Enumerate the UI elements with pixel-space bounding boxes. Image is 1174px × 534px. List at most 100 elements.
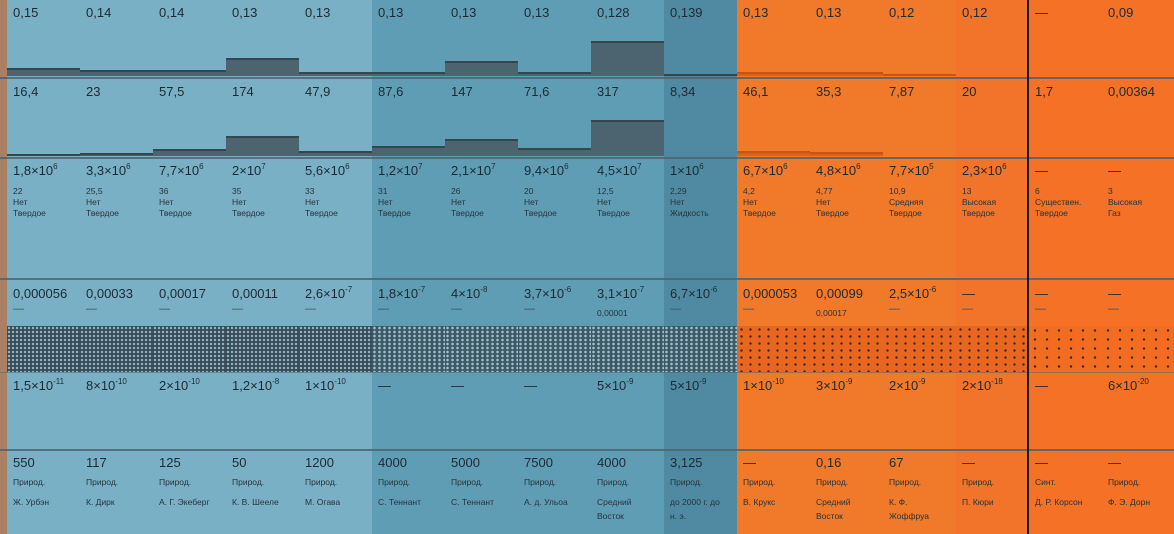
bar-row2 bbox=[299, 150, 372, 156]
row3-value-base: 3,3×10 bbox=[86, 163, 127, 178]
row7-line1-text: Природ. bbox=[451, 477, 484, 487]
row7-line2-text: П. Кюри bbox=[962, 497, 994, 507]
row2-value-text: 23 bbox=[86, 84, 101, 99]
row4-value-base: 0,000053 bbox=[743, 286, 798, 301]
row3-number-text: 4,77 bbox=[816, 186, 833, 196]
column-7: 0,13 147 2,1×107 26 Нет Твердое 4×10-8— —5000 Пр… bbox=[445, 0, 518, 534]
row6-value-exponent: -9 bbox=[699, 377, 707, 386]
row3-line1-text: Нет bbox=[305, 197, 320, 207]
row5-dash-text: — bbox=[159, 303, 170, 315]
row1-value: 0,12 bbox=[956, 5, 1029, 21]
row2-value: 1,7 bbox=[1029, 84, 1102, 100]
row5-value-text: 0,00001 bbox=[597, 308, 628, 318]
row3-value-base: 2,3×10 bbox=[962, 163, 1003, 178]
row3-line1: Нет bbox=[810, 197, 883, 208]
row6-value-base: 1,2×10 bbox=[232, 378, 273, 393]
row3-value-exponent: 7 bbox=[491, 162, 496, 171]
row3-line1-text: Нет bbox=[378, 197, 393, 207]
dot-pattern bbox=[299, 326, 372, 372]
row6-value-exponent: -10 bbox=[188, 377, 200, 386]
row7-line3: Жоффруа bbox=[883, 511, 956, 522]
row7-line1: Природ. bbox=[591, 477, 664, 488]
row7-line2-text: Средний bbox=[816, 497, 851, 507]
row7-value-text: 0,16 bbox=[816, 455, 842, 470]
row2-value-text: 35,3 bbox=[816, 84, 842, 99]
row1-value: 0,12 bbox=[883, 5, 956, 21]
row3-number-text: 22 bbox=[13, 186, 23, 196]
bar-row2 bbox=[153, 149, 226, 156]
row3-number: 6 bbox=[1029, 186, 1102, 197]
row5-dash-text: — bbox=[743, 303, 754, 315]
row3-number-text: 33 bbox=[305, 186, 315, 196]
row7-line1-text: Природ. bbox=[597, 477, 630, 487]
row7-line3-text: Жоффруа bbox=[889, 511, 929, 521]
row6-value-base: 2×10 bbox=[159, 378, 189, 393]
row4-value: 6,7×10-6 bbox=[664, 286, 737, 302]
row3-value: 5,6×106 bbox=[299, 163, 372, 179]
bar-row2 bbox=[518, 147, 591, 156]
row3-number: 36 bbox=[153, 186, 226, 197]
row3-line2: Газ bbox=[1102, 208, 1174, 219]
bar-row1 bbox=[518, 72, 591, 76]
row3-value-base: 1,8×10 bbox=[13, 163, 54, 178]
left-edge-strip bbox=[0, 0, 7, 534]
row7-line2-text: Ж. Урбэн bbox=[13, 497, 50, 507]
row5-dash-text: — bbox=[524, 303, 535, 315]
row4-value-base: — bbox=[962, 286, 975, 301]
row3-value: 4,5×107 bbox=[591, 163, 664, 179]
row-divider-4 bbox=[0, 372, 1174, 373]
row7-value-text: 3,125 bbox=[670, 455, 703, 470]
column-1: 0,15 16,4 1,8×106 22 Нет Твердое 0,000056 — 1,5×… bbox=[7, 0, 80, 534]
dot-pattern bbox=[518, 326, 591, 372]
row1-value: 0,14 bbox=[153, 5, 226, 21]
row7-line2: А. д. Ульоа bbox=[518, 497, 591, 508]
row7-line2: М. Огава bbox=[299, 497, 372, 508]
row5-dash-text: — bbox=[1035, 303, 1046, 315]
row7-line2-text: К. Ф. bbox=[889, 497, 908, 507]
row6-value: — bbox=[445, 378, 518, 394]
row3-line1: Нет bbox=[153, 197, 226, 208]
row7-line2: Ф. Э. Дорн bbox=[1102, 497, 1174, 508]
row7-line1-text: Природ. bbox=[816, 477, 849, 487]
row4-value: 4×10-8 bbox=[445, 286, 518, 302]
row7-line1-text: Природ. bbox=[232, 477, 265, 487]
row4-value: 0,00099 bbox=[810, 286, 883, 302]
row1-value-text: 0,14 bbox=[86, 5, 112, 20]
bar-row2 bbox=[7, 154, 80, 156]
row2-value-text: 46,1 bbox=[743, 84, 769, 99]
row3-value: 2,3×106 bbox=[956, 163, 1029, 179]
row1-value-text: 0,128 bbox=[597, 5, 630, 20]
row3-value-base: 4,8×10 bbox=[816, 163, 857, 178]
row6-value: 1,2×10-8 bbox=[226, 378, 299, 394]
row3-line1-text: Нет bbox=[743, 197, 758, 207]
row6-value: 8×10-10 bbox=[80, 378, 153, 394]
row2-value-text: 317 bbox=[597, 84, 619, 99]
row6-value: — bbox=[1029, 378, 1102, 394]
row7-line2-text: М. Огава bbox=[305, 497, 341, 507]
row3-value: — bbox=[1029, 163, 1102, 179]
row1-value: 0,13 bbox=[518, 5, 591, 21]
row1-value: 0,15 bbox=[7, 5, 80, 21]
row7-line2: К. Ф. bbox=[883, 497, 956, 508]
row4-value-exponent: -8 bbox=[480, 285, 488, 294]
row1-value-text: 0,13 bbox=[305, 5, 331, 20]
row3-number-text: 35 bbox=[232, 186, 242, 196]
row4-value-exponent: -7 bbox=[637, 285, 645, 294]
row3-number-text: 4,2 bbox=[743, 186, 755, 196]
row6-value-base: 1×10 bbox=[743, 378, 773, 393]
row7-value: 1200 bbox=[299, 455, 372, 471]
row3-value-exponent: 6 bbox=[856, 162, 861, 171]
column-divider bbox=[1027, 0, 1029, 534]
row3-value: 1,2×107 bbox=[372, 163, 445, 179]
row1-value-text: 0,09 bbox=[1108, 5, 1134, 20]
row4-value-exponent: -7 bbox=[418, 285, 426, 294]
row1-value: 0,13 bbox=[737, 5, 810, 21]
row6-value-exponent: -18 bbox=[991, 377, 1003, 386]
row5-dash-text: — bbox=[86, 303, 97, 315]
row7-line2-text: Средний bbox=[597, 497, 632, 507]
row1-value: 0,128 bbox=[591, 5, 664, 21]
row5-dash: — bbox=[445, 303, 518, 315]
bar-row1 bbox=[883, 74, 956, 76]
row5-dash: — bbox=[7, 303, 80, 315]
row7-line1: Природ. bbox=[372, 477, 445, 488]
